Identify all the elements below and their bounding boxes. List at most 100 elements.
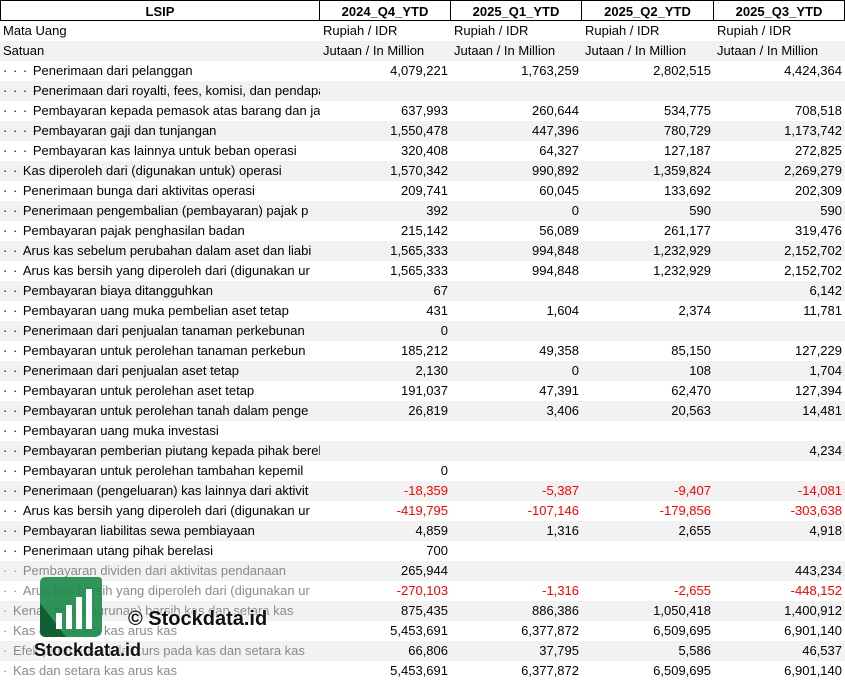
value-cell[interactable] — [451, 321, 582, 341]
value-cell[interactable] — [582, 561, 714, 581]
value-cell[interactable]: 1,232,929 — [653, 243, 711, 258]
header-period[interactable]: 2025_Q2_YTD — [582, 0, 714, 21]
value-cell[interactable]: 6,901,140 — [784, 663, 842, 678]
value-cell[interactable]: 272,825 — [795, 143, 842, 158]
value-cell[interactable] — [582, 81, 714, 101]
value-cell[interactable]: 1,565,333 — [390, 243, 448, 258]
value-cell[interactable] — [451, 421, 582, 441]
value-cell[interactable] — [582, 281, 714, 301]
value-cell[interactable]: 5,586 — [678, 643, 711, 658]
row-label[interactable]: · · · Pembayaran gaji dan tunjangan — [0, 121, 320, 141]
value-cell[interactable]: 700 — [426, 543, 448, 558]
value-cell[interactable]: 708,518 — [795, 103, 842, 118]
value-cell[interactable]: 2,802,515 — [653, 63, 711, 78]
value-cell[interactable]: 215,142 — [401, 223, 448, 238]
value-cell[interactable] — [320, 421, 451, 441]
value-cell[interactable]: 133,692 — [664, 183, 711, 198]
value-cell[interactable]: 20,563 — [671, 403, 711, 418]
value-cell[interactable] — [451, 461, 582, 481]
value-cell[interactable]: 5,453,691 — [390, 623, 448, 638]
value-cell[interactable]: 6,901,140 — [784, 623, 842, 638]
row-label[interactable]: · · Pembayaran untuk perolehan tanaman p… — [0, 341, 320, 361]
value-cell[interactable]: 261,177 — [664, 223, 711, 238]
value-cell[interactable]: 2,152,702 — [784, 243, 842, 258]
value-cell[interactable] — [714, 461, 845, 481]
value-cell[interactable]: 64,327 — [539, 143, 579, 158]
row-label[interactable]: Satuan — [3, 43, 45, 58]
row-label[interactable]: · Efek perubahan nilai kurs pada kas dan… — [0, 641, 320, 661]
value-cell[interactable]: 85,150 — [671, 343, 711, 358]
value-cell[interactable]: 127,394 — [795, 383, 842, 398]
row-label[interactable]: · · Pembayaran uang muka investasi — [0, 421, 320, 441]
value-cell[interactable] — [582, 421, 714, 441]
row-label[interactable]: · · Pembayaran pajak penghasilan badan — [0, 221, 320, 241]
value-cell[interactable]: 6,142 — [809, 283, 842, 298]
value-cell[interactable]: 1,232,929 — [653, 263, 711, 278]
row-label[interactable]: · · Pembayaran pemberian piutang kepada … — [0, 441, 320, 461]
row-label[interactable]: · · Penerimaan dari penjualan tanaman pe… — [0, 321, 320, 341]
value-cell[interactable]: 127,187 — [664, 143, 711, 158]
value-cell[interactable]: 1,359,824 — [653, 163, 711, 178]
value-cell[interactable] — [320, 81, 451, 101]
value-cell[interactable]: 994,848 — [532, 263, 579, 278]
meta-value[interactable]: Rupiah / IDR — [323, 23, 398, 38]
row-label[interactable]: · · Pembayaran untuk perolehan tanah dal… — [0, 401, 320, 421]
value-cell[interactable]: 265,944 — [401, 563, 448, 578]
header-company[interactable]: LSIP — [0, 0, 320, 21]
value-cell[interactable]: 6,377,872 — [521, 663, 579, 678]
meta-value[interactable]: Jutaan / In Million — [585, 43, 687, 58]
value-cell[interactable] — [582, 321, 714, 341]
value-cell[interactable]: 637,993 — [401, 103, 448, 118]
value-cell[interactable]: 4,918 — [809, 523, 842, 538]
row-label[interactable]: · · Kas diperoleh dari (digunakan untuk)… — [0, 161, 320, 181]
meta-value[interactable]: Rupiah / IDR — [717, 23, 792, 38]
value-cell[interactable]: 56,089 — [539, 223, 579, 238]
value-cell[interactable]: 2,655 — [678, 523, 711, 538]
value-cell[interactable]: -5,387 — [542, 483, 579, 498]
value-cell[interactable]: 1,050,418 — [653, 603, 711, 618]
row-label[interactable]: · · · Pembayaran kepada pemasok atas bar… — [0, 101, 320, 121]
row-label[interactable]: · · Pembayaran dividen dari aktivitas pe… — [0, 561, 320, 581]
meta-value[interactable]: Rupiah / IDR — [454, 23, 529, 38]
value-cell[interactable] — [320, 441, 451, 461]
value-cell[interactable]: 990,892 — [532, 163, 579, 178]
row-label[interactable]: · · · Pembayaran kas lainnya untuk beban… — [0, 141, 320, 161]
value-cell[interactable]: 2,130 — [415, 363, 448, 378]
row-label[interactable]: Mata Uang — [3, 23, 67, 38]
value-cell[interactable]: 6,509,695 — [653, 623, 711, 638]
row-label[interactable]: · · Arus kas bersih yang diperoleh dari … — [0, 501, 320, 521]
value-cell[interactable]: 1,565,333 — [390, 263, 448, 278]
row-label[interactable]: · · Pembayaran untuk perolehan aset teta… — [0, 381, 320, 401]
value-cell[interactable]: 0 — [571, 363, 579, 378]
row-label[interactable]: · · · Penerimaan dari pelanggan — [0, 61, 320, 81]
value-cell[interactable]: -179,856 — [659, 503, 711, 518]
value-cell[interactable]: -270,103 — [396, 583, 448, 598]
row-label[interactable]: · · Penerimaan dari penjualan aset tetap — [0, 361, 320, 381]
meta-value[interactable]: Jutaan / In Million — [454, 43, 556, 58]
value-cell[interactable] — [714, 421, 845, 441]
row-label[interactable]: · · Arus kas bersih yang diperoleh dari … — [0, 261, 320, 281]
value-cell[interactable]: 66,806 — [408, 643, 448, 658]
value-cell[interactable]: 590 — [820, 203, 842, 218]
value-cell[interactable] — [714, 321, 845, 341]
header-period[interactable]: 2025_Q1_YTD — [451, 0, 582, 21]
value-cell[interactable] — [451, 81, 582, 101]
value-cell[interactable]: 1,570,342 — [390, 163, 448, 178]
value-cell[interactable]: -18,359 — [403, 483, 448, 498]
row-label[interactable]: · · Penerimaan bunga dari aktivitas oper… — [0, 181, 320, 201]
value-cell[interactable]: 431 — [426, 303, 448, 318]
value-cell[interactable]: 127,229 — [795, 343, 842, 358]
meta-value[interactable]: Jutaan / In Million — [323, 43, 425, 58]
value-cell[interactable]: 534,775 — [664, 103, 711, 118]
value-cell[interactable] — [451, 441, 582, 461]
value-cell[interactable]: 0 — [571, 203, 579, 218]
value-cell[interactable]: -448,152 — [790, 583, 842, 598]
value-cell[interactable]: 319,476 — [795, 223, 842, 238]
value-cell[interactable]: 6,377,872 — [521, 623, 579, 638]
value-cell[interactable]: 49,358 — [539, 343, 579, 358]
value-cell[interactable]: 1,550,478 — [390, 123, 448, 138]
meta-value[interactable]: Jutaan / In Million — [717, 43, 819, 58]
value-cell[interactable]: 4,079,221 — [390, 63, 448, 78]
row-label[interactable]: · · Pembayaran liabilitas sewa pembiayaa… — [0, 521, 320, 541]
value-cell[interactable]: -14,081 — [797, 483, 842, 498]
